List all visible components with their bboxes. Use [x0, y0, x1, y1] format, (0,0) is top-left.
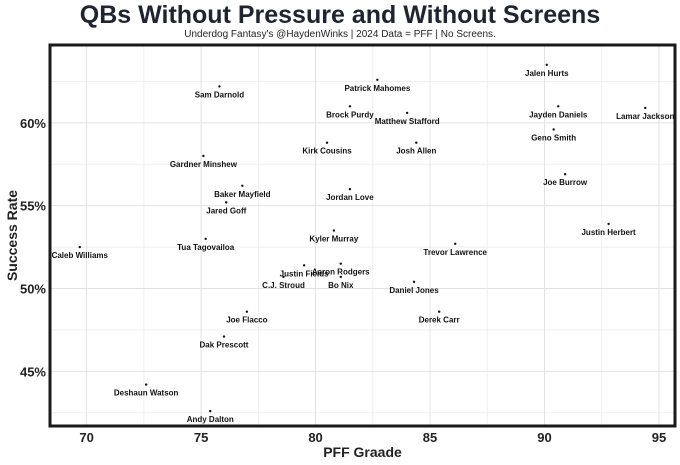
data-point [437, 310, 441, 313]
point-label: Jalen Hurts [525, 69, 569, 78]
point-label: Joe Burrow [543, 178, 588, 187]
point-label: Jared Goff [206, 206, 246, 215]
point-label: Aaron Rodgers [312, 268, 370, 277]
point-label: Josh Allen [396, 147, 436, 156]
data-point [222, 335, 226, 338]
x-axis-title: PFF Graade [323, 444, 402, 460]
data-point [225, 201, 228, 204]
plot-background [50, 45, 675, 426]
point-label: Patrick Mahomes [344, 84, 410, 93]
y-tick-label: 45% [20, 364, 46, 379]
point-label: Lamar Jackson [616, 112, 674, 121]
data-point [454, 242, 457, 245]
point-label: Derek Carr [419, 316, 460, 325]
point-label: Joe Flacco [226, 316, 267, 325]
data-point [218, 85, 221, 88]
point-label: Baker Mayfield [214, 190, 271, 199]
point-label: Daniel Jones [389, 286, 439, 295]
data-point [202, 154, 205, 158]
x-tick-label: 75 [194, 430, 208, 445]
data-point [209, 409, 212, 413]
point-label: C.J. Stroud [262, 281, 305, 290]
grid-lines [50, 45, 675, 426]
data-point [325, 141, 329, 144]
data-point [557, 105, 560, 108]
y-tick-label: 55% [20, 199, 46, 214]
point-label: Andy Dalton [187, 415, 234, 424]
point-label: Caleb Williams [52, 251, 109, 260]
point-label: Deshaun Watson [114, 389, 179, 398]
data-point [412, 280, 416, 284]
data-point [204, 237, 207, 241]
point-label: Gardner Minshew [170, 160, 238, 169]
data-point [376, 78, 379, 81]
point-label: Brock Purdy [326, 110, 374, 119]
point-label: Kirk Cousins [302, 147, 352, 156]
x-tick-label: 95 [652, 430, 666, 445]
point-label: Justin Herbert [581, 228, 636, 237]
chart-subtitle: Underdog Fantasy's @HaydenWinks | 2024 D… [184, 29, 496, 40]
data-point [644, 106, 647, 110]
axis-ticks: 70 75 80 85 90 95 45% 50% 55% 60% [20, 116, 666, 445]
point-label: Matthew Stafford [375, 117, 440, 126]
data-point [545, 63, 548, 67]
data-point [78, 245, 81, 249]
point-label: Dak Prescott [200, 341, 249, 350]
x-tick-label: 80 [308, 430, 322, 445]
data-point [144, 383, 148, 386]
data-point [332, 229, 336, 232]
chart-title: QBs Without Pressure and Without Screens [79, 1, 601, 29]
y-axis-title: Success Rate [4, 190, 20, 281]
data-point [405, 111, 409, 115]
point-label: Sam Darnold [195, 90, 244, 99]
data-point [415, 141, 418, 144]
point-label: Bo Nix [328, 281, 354, 290]
data-point [339, 262, 342, 265]
data-points: Jalen Hurts Sam Darnold Patrick Mahomes Jay… [52, 63, 674, 424]
data-point [245, 310, 249, 313]
point-label: Geno Smith [531, 133, 576, 142]
y-tick-label: 50% [20, 282, 46, 297]
point-label: Kyler Murray [309, 235, 358, 244]
data-point [348, 105, 352, 108]
data-point [552, 128, 555, 131]
data-point [339, 275, 342, 279]
data-point [563, 173, 567, 176]
x-tick-label: 90 [537, 430, 551, 445]
data-point [302, 264, 306, 267]
point-label: Trevor Lawrence [423, 248, 487, 257]
y-tick-label: 60% [20, 116, 46, 131]
data-point [348, 187, 352, 191]
point-label: Justin Fields [280, 269, 329, 278]
plot-frame [48, 43, 677, 428]
point-label: Jordan Love [326, 193, 374, 202]
data-point [282, 275, 285, 279]
point-label: Tua Tagovailoa [177, 243, 235, 252]
data-point [241, 184, 244, 188]
data-point [607, 222, 610, 226]
x-tick-label: 85 [423, 430, 437, 445]
point-label: Jayden Daniels [529, 110, 588, 119]
x-tick-label: 70 [79, 430, 93, 445]
